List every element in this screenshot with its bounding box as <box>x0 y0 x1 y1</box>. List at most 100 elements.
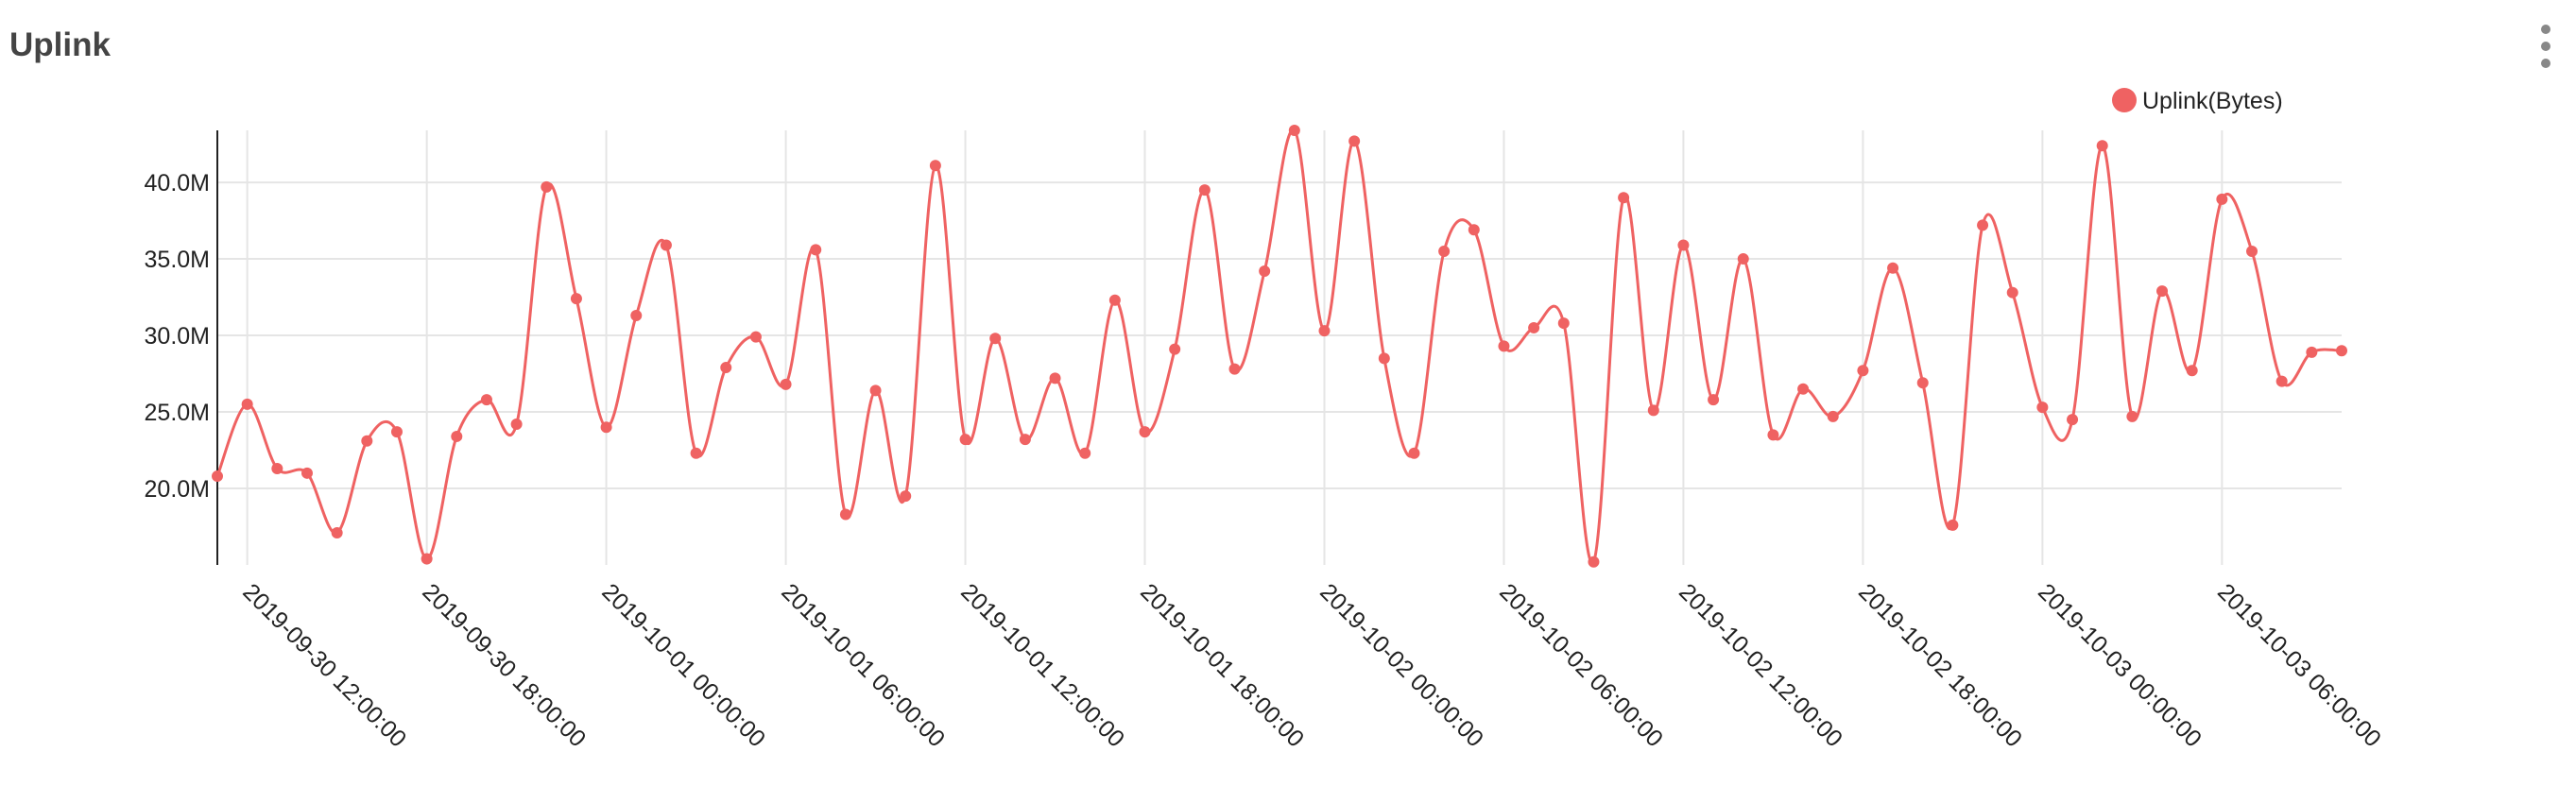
data-point[interactable] <box>331 526 343 538</box>
data-point[interactable] <box>2216 193 2228 205</box>
x-tick-label: 2019-10-01 12:00:00 <box>955 578 1129 752</box>
series-line <box>215 128 2343 565</box>
x-tick-label: 2019-10-02 00:00:00 <box>1314 578 1488 752</box>
panel-title: Uplink <box>9 26 111 63</box>
data-point[interactable] <box>1019 434 1031 446</box>
data-point[interactable] <box>720 362 732 374</box>
data-point[interactable] <box>271 462 283 474</box>
data-point[interactable] <box>1557 317 1570 330</box>
data-point[interactable] <box>749 331 762 343</box>
data-point[interactable] <box>2306 346 2318 358</box>
data-point[interactable] <box>301 467 313 479</box>
data-point[interactable] <box>2246 245 2258 257</box>
data-point[interactable] <box>1647 404 1659 417</box>
x-tick-label: 2019-10-02 06:00:00 <box>1494 578 1668 752</box>
data-point[interactable] <box>690 447 702 459</box>
data-point[interactable] <box>241 398 253 410</box>
data-point[interactable] <box>989 333 1002 345</box>
data-point[interactable] <box>1318 325 1331 337</box>
x-tick-label: 2019-10-01 00:00:00 <box>596 578 770 752</box>
data-point[interactable] <box>869 384 882 397</box>
legend-label[interactable]: Uplink(Bytes) <box>2142 88 2283 114</box>
data-point[interactable] <box>2036 402 2049 414</box>
data-point[interactable] <box>1288 125 1300 136</box>
data-point[interactable] <box>1857 365 1869 377</box>
axes: 20.0M 25.0M 30.0M 35.0M 40.0M 2019-09-30 12:0… <box>145 130 2386 752</box>
data-point[interactable] <box>2006 286 2018 299</box>
data-point[interactable] <box>1438 245 1451 257</box>
series-layer <box>212 125 2347 568</box>
data-point[interactable] <box>1259 265 1271 278</box>
data-point[interactable] <box>2126 410 2138 422</box>
x-tick-label: 2019-09-30 18:00:00 <box>417 578 591 752</box>
x-tick-label: 2019-10-02 18:00:00 <box>1853 578 2027 752</box>
data-point[interactable] <box>1827 410 1839 422</box>
y-tick-label: 20.0M <box>145 476 210 503</box>
vertical-ellipsis-icon <box>2541 42 2550 51</box>
x-tick-label: 2019-10-01 18:00:00 <box>1135 578 1309 752</box>
data-point[interactable] <box>1947 519 1959 531</box>
data-point[interactable] <box>810 244 822 256</box>
data-point[interactable] <box>1618 192 1630 204</box>
data-point[interactable] <box>630 309 643 321</box>
vertical-ellipsis-icon <box>2541 25 2550 34</box>
data-point[interactable] <box>1408 447 1420 459</box>
data-point[interactable] <box>1378 352 1390 365</box>
data-point[interactable] <box>600 421 612 434</box>
data-point[interactable] <box>480 394 492 406</box>
x-tick-label: 2019-10-01 06:00:00 <box>776 578 950 752</box>
data-point[interactable] <box>1468 224 1480 236</box>
x-tick-label: 2019-10-03 00:00:00 <box>2033 578 2207 752</box>
data-point[interactable] <box>1916 377 1929 389</box>
data-point[interactable] <box>451 430 463 442</box>
data-point[interactable] <box>1528 321 1540 333</box>
legend-marker[interactable] <box>2112 88 2137 112</box>
vertical-ellipsis-icon <box>2541 59 2550 68</box>
data-point[interactable] <box>1708 394 1720 406</box>
data-point[interactable] <box>1079 447 1091 459</box>
data-point[interactable] <box>1977 219 1989 231</box>
data-point[interactable] <box>2275 375 2288 387</box>
data-point[interactable] <box>900 490 912 503</box>
data-point[interactable] <box>1049 372 1061 384</box>
data-point[interactable] <box>2186 365 2198 377</box>
data-point[interactable] <box>1169 343 1181 355</box>
data-point[interactable] <box>1588 555 1600 568</box>
data-point[interactable] <box>390 426 403 438</box>
data-point[interactable] <box>1767 429 1779 441</box>
panel-menu-button[interactable] <box>2536 25 2555 68</box>
data-point[interactable] <box>570 293 582 305</box>
grid <box>217 130 2342 565</box>
data-point[interactable] <box>1348 135 1361 147</box>
data-point[interactable] <box>959 434 971 446</box>
x-tick-label: 2019-10-03 06:00:00 <box>2212 578 2386 752</box>
y-tick-label: 35.0M <box>145 247 210 273</box>
data-point[interactable] <box>1737 253 1749 265</box>
data-point[interactable] <box>510 418 523 430</box>
x-tick-label: 2019-09-30 12:00:00 <box>237 578 411 752</box>
data-point[interactable] <box>212 470 223 483</box>
data-point[interactable] <box>1797 383 1810 395</box>
data-point[interactable] <box>2156 285 2169 298</box>
data-point[interactable] <box>2096 140 2108 152</box>
legend[interactable]: Uplink(Bytes) <box>2112 88 2283 114</box>
data-point[interactable] <box>1498 340 1510 352</box>
data-point[interactable] <box>1139 426 1151 438</box>
data-point[interactable] <box>1677 239 1690 251</box>
data-point[interactable] <box>1108 294 1121 306</box>
data-point[interactable] <box>361 435 373 447</box>
y-tick-label: 25.0M <box>145 400 210 426</box>
data-point[interactable] <box>2067 414 2079 426</box>
data-point[interactable] <box>541 180 553 193</box>
y-tick-label: 30.0M <box>145 323 210 350</box>
data-point[interactable] <box>660 239 672 251</box>
data-point[interactable] <box>929 160 941 172</box>
data-point[interactable] <box>1198 184 1211 196</box>
data-point[interactable] <box>839 508 851 521</box>
data-point[interactable] <box>1228 363 1241 375</box>
data-point[interactable] <box>1887 262 1899 274</box>
data-point[interactable] <box>421 553 433 565</box>
data-point[interactable] <box>780 378 792 390</box>
data-point[interactable] <box>2336 345 2347 357</box>
